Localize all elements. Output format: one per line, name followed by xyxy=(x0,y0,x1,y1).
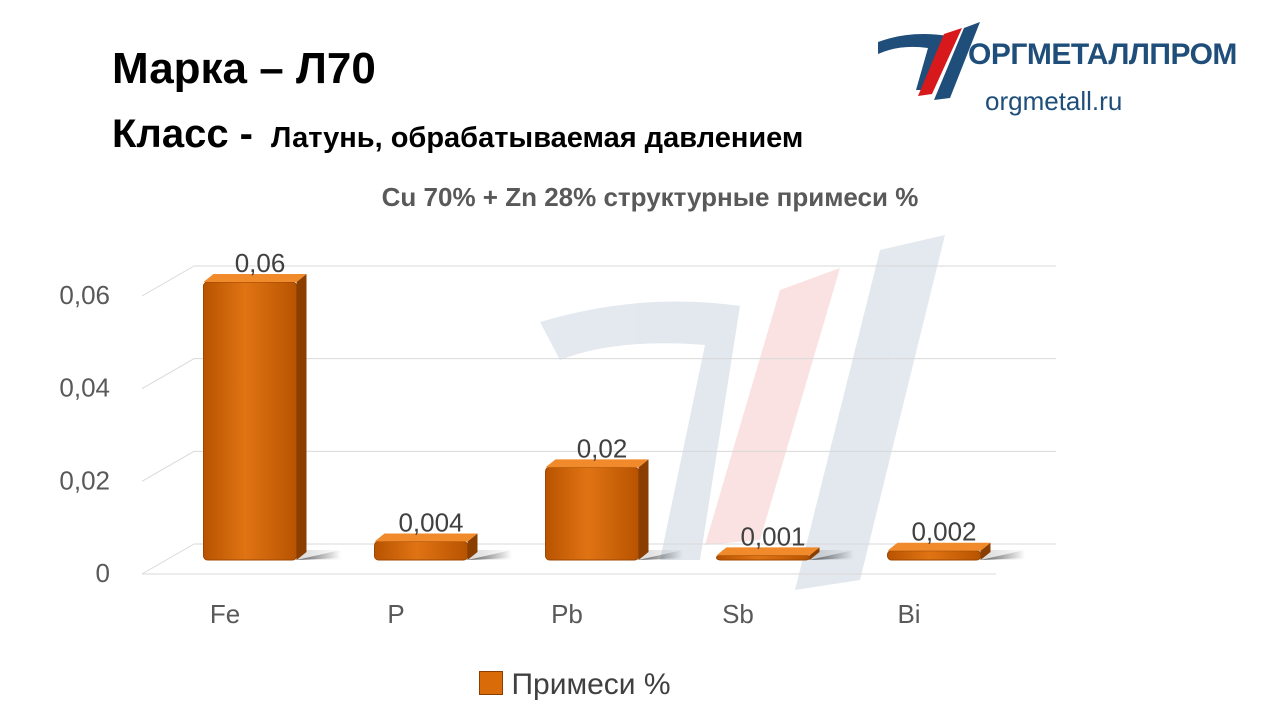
data-label: 0,06 xyxy=(235,248,286,278)
y-tick-label: 0,04 xyxy=(59,373,110,403)
data-label: 0,02 xyxy=(577,433,628,463)
bar-side xyxy=(467,533,478,560)
grade-label: Марка xyxy=(112,44,248,93)
data-label: 0,002 xyxy=(911,517,976,547)
bar-front xyxy=(374,540,468,561)
x-tick-label: Sb xyxy=(722,599,754,629)
bar-top xyxy=(545,459,649,468)
y-tick-label: 0,06 xyxy=(59,280,110,310)
x-tick-label: Bi xyxy=(897,599,920,629)
bar-top xyxy=(203,274,307,282)
class-heading: Класс - Латунь, обрабатываемая давлением xyxy=(112,112,803,157)
legend-label: Примеси % xyxy=(511,668,671,701)
gridline-depth xyxy=(141,543,195,575)
bar: 0,001 xyxy=(716,521,856,561)
y-tick-label: 0,02 xyxy=(59,465,110,495)
gridline-depth xyxy=(141,450,195,482)
data-label: 0,004 xyxy=(398,507,463,537)
bar-side xyxy=(980,542,991,560)
grade-heading: Марка – Л70 xyxy=(112,44,376,94)
x-tick-label: Pb xyxy=(551,599,583,629)
grade-dash: – xyxy=(259,44,284,93)
y-tick-label: 0 xyxy=(96,558,110,588)
class-value: Латунь, обрабатываемая давлением xyxy=(271,122,804,154)
grade-value: Л70 xyxy=(295,44,376,93)
bar-top xyxy=(716,547,820,556)
bar-side xyxy=(296,274,307,560)
legend: Примеси % xyxy=(0,668,1150,702)
gridline-depth xyxy=(141,265,195,297)
x-tick-label: P xyxy=(387,599,404,629)
bar-front xyxy=(887,550,981,561)
bar-side xyxy=(638,459,649,560)
bar: 0,004 xyxy=(374,507,514,561)
bar-top xyxy=(887,542,991,551)
bar-front xyxy=(545,466,639,561)
bar: 0,02 xyxy=(545,433,685,561)
logo-url: orgmetall.ru xyxy=(985,86,1123,116)
bar-front xyxy=(203,281,297,561)
bar-top xyxy=(374,533,478,542)
gridline-depth xyxy=(141,358,195,390)
logo-text: ОРГМЕТАЛЛПРОМ xyxy=(968,38,1237,71)
watermark-logo-icon xyxy=(540,235,945,590)
bar-side xyxy=(809,547,820,560)
data-label: 0,001 xyxy=(740,521,805,551)
class-label: Класс - xyxy=(112,112,253,156)
logo-icon xyxy=(878,22,980,100)
bar-front xyxy=(716,554,810,561)
x-tick-label: Fe xyxy=(210,599,240,629)
bar: 0,002 xyxy=(887,517,1027,561)
chart-title: Cu 70% + Zn 28% структурные примеси % xyxy=(381,182,919,212)
bar: 0,06 xyxy=(203,248,343,561)
legend-swatch xyxy=(479,671,504,696)
